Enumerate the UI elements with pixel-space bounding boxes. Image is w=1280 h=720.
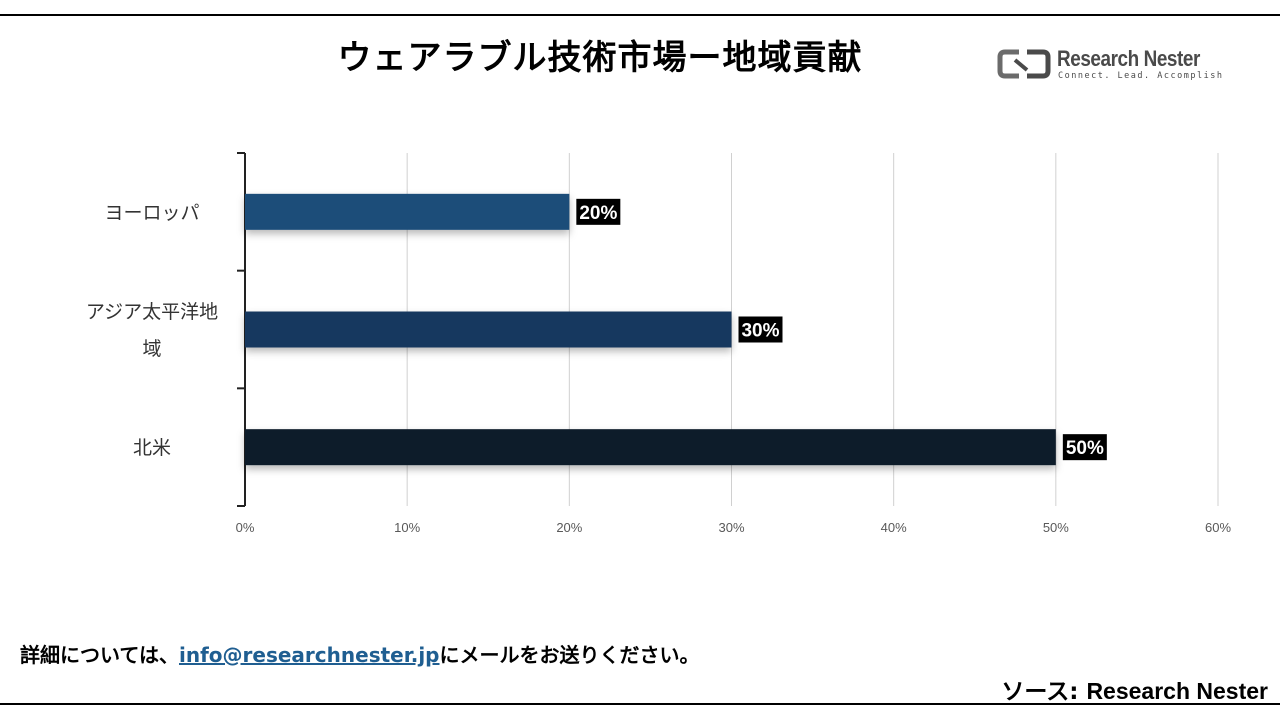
bar	[245, 311, 732, 348]
bar	[245, 193, 570, 230]
x-tick-label: 40%	[881, 520, 907, 535]
email-link[interactable]: info@researchnester.jp	[179, 643, 440, 667]
logo-tagline: Connect. Lead. Accomplish	[1058, 71, 1224, 81]
x-tick-label: 30%	[718, 520, 744, 535]
logo-name: Research Nester	[1057, 46, 1200, 71]
x-tick-label: 10%	[394, 520, 420, 535]
y-category-label: アジア太平洋地域	[86, 301, 218, 360]
y-category-label: 北米	[133, 437, 171, 459]
source-label: ソース:	[1001, 679, 1087, 705]
svg-text:30%: 30%	[741, 321, 779, 342]
data-label: 20%	[576, 198, 621, 225]
x-tick-label: 0%	[236, 520, 255, 535]
footer-suffix: にメールをお送りください。	[439, 643, 700, 667]
source-credit: ソース: Research Nester	[1001, 672, 1268, 706]
bottom-rule	[0, 703, 1280, 705]
bar	[245, 429, 1056, 466]
bar-chart: 0% 10% 20% 30% 40% 50% 60% ヨーロッパ 20% アジア太平洋地域 30%…	[86, 152, 1231, 535]
svg-text:50%: 50%	[1066, 438, 1104, 459]
footer-prefix: 詳細については、	[20, 643, 179, 667]
x-tick-label: 20%	[556, 520, 582, 535]
data-label: 30%	[738, 316, 783, 343]
research-nester-logo-icon	[997, 49, 1051, 79]
top-rule	[0, 14, 1280, 16]
data-label: 50%	[1062, 434, 1107, 461]
footer-note: 詳細については、info@researchnester.jpにメールをお送りくだ…	[20, 639, 700, 668]
source-name: Research Nester	[1086, 678, 1268, 704]
y-category-label: ヨーロッパ	[104, 202, 199, 224]
page-title: ウェアラブル技術市場ー地域貢献	[337, 38, 863, 78]
x-tick-label: 50%	[1043, 520, 1069, 535]
x-tick-label: 60%	[1205, 520, 1231, 535]
svg-text:20%: 20%	[579, 203, 617, 224]
research-nester-logo: Research Nester Connect. Lead. Accomplis…	[997, 46, 1227, 86]
